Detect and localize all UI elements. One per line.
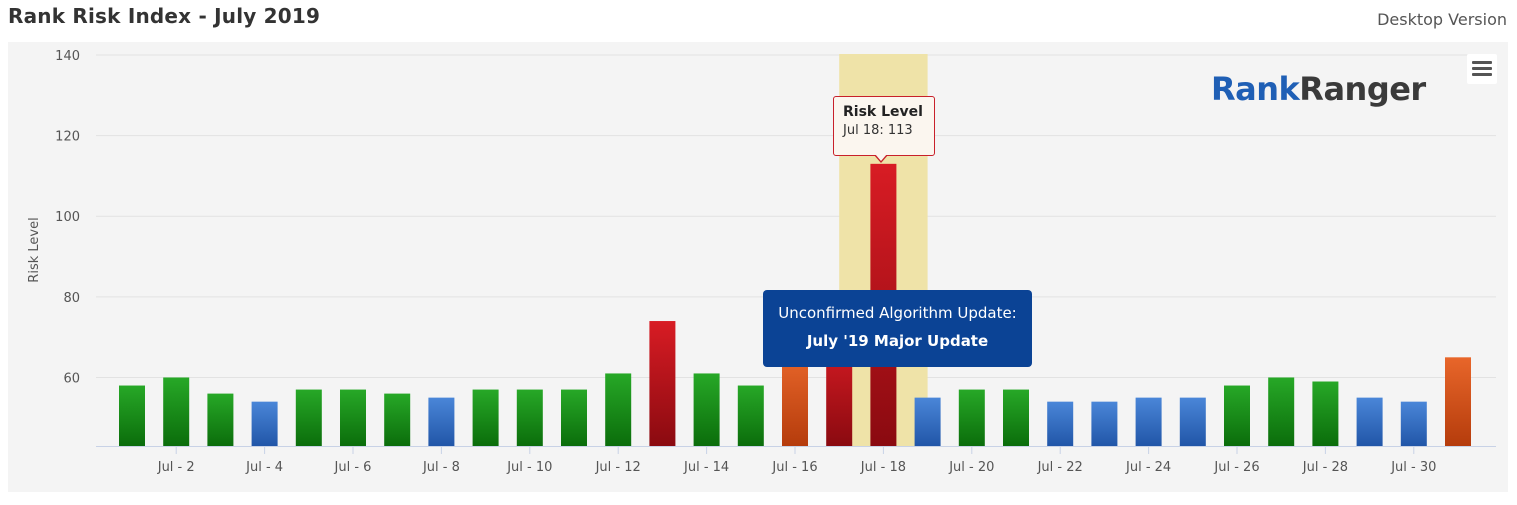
x-tick-label: Jul - 8 <box>422 460 460 475</box>
x-tick-label: Jul - 30 <box>1390 460 1436 475</box>
bar-jul-19[interactable] <box>914 397 941 446</box>
bar-jul-13[interactable] <box>649 321 676 446</box>
bar-jul-3[interactable] <box>207 393 234 446</box>
logo-rank-text: Rank <box>1211 70 1300 108</box>
bar-jul-15[interactable] <box>737 385 764 446</box>
bar-jul-2[interactable] <box>163 377 190 446</box>
bar-jul-7[interactable] <box>384 393 411 446</box>
menu-line <box>1472 73 1492 76</box>
tooltip-arrow-inner <box>875 154 887 161</box>
bar-jul-25[interactable] <box>1179 397 1206 446</box>
logo-ranger-text: Ranger <box>1299 70 1426 108</box>
y-tick-label: 80 <box>63 291 80 306</box>
hamburger-menu-icon[interactable] <box>1467 54 1497 84</box>
bar-jul-24[interactable] <box>1135 397 1162 446</box>
x-tick-label: Jul - 12 <box>595 460 641 475</box>
bar-jul-27[interactable] <box>1268 377 1295 446</box>
tooltip-value: Jul 18: 113 <box>843 123 913 138</box>
x-tick-label: Jul - 14 <box>683 460 729 475</box>
annotation-line1: Unconfirmed Algorithm Update: <box>778 304 1017 322</box>
menu-line <box>1472 67 1492 70</box>
algorithm-update-annotation[interactable]: Unconfirmed Algorithm Update: July '19 M… <box>763 290 1032 367</box>
bar-jul-30[interactable] <box>1400 401 1427 446</box>
y-tick-label: 140 <box>55 49 80 64</box>
annotation-line2: July '19 Major Update <box>806 332 989 350</box>
bar-jul-11[interactable] <box>561 389 587 446</box>
bar-jul-20[interactable] <box>958 389 985 446</box>
y-tick-label: 100 <box>55 210 80 225</box>
x-tick-label: Jul - 16 <box>771 460 817 475</box>
risk-tooltip: Risk Level Jul 18: 113 <box>833 96 935 156</box>
x-tick-label: Jul - 18 <box>860 460 906 475</box>
bar-jul-8[interactable] <box>428 397 455 446</box>
desktop-version-link[interactable]: Desktop Version <box>1377 10 1507 29</box>
bar-jul-26[interactable] <box>1224 385 1250 446</box>
bar-jul-16[interactable] <box>782 353 808 446</box>
x-tick-label: Jul - 10 <box>506 460 552 475</box>
bar-jul-28[interactable] <box>1312 381 1339 446</box>
bar-jul-14[interactable] <box>693 373 720 446</box>
x-tick-label: Jul - 6 <box>334 460 372 475</box>
x-tick-label: Jul - 28 <box>1302 460 1348 475</box>
bar-jul-4[interactable] <box>251 401 278 446</box>
bars <box>119 163 1471 446</box>
rankranger-logo: RankRanger <box>1211 70 1426 108</box>
x-tick-label: Jul - 2 <box>157 460 195 475</box>
x-tick-label: Jul - 22 <box>1037 460 1083 475</box>
x-tick-label: Jul - 4 <box>245 460 283 475</box>
y-tick-label: 60 <box>63 371 80 386</box>
y-axis-label: Risk Level <box>27 217 42 282</box>
axes: Jul - 2 Jul - 4 Jul - 6 Jul - 8 Jul - 10 Jul … <box>96 446 1496 475</box>
x-tick-label: Jul - 26 <box>1213 460 1259 475</box>
bar-jul-29[interactable] <box>1356 397 1383 446</box>
x-tick-label: Jul - 24 <box>1125 460 1171 475</box>
bar-jul-21[interactable] <box>1003 389 1029 446</box>
menu-line <box>1472 61 1492 64</box>
bar-jul-6[interactable] <box>340 389 366 446</box>
tooltip-title: Risk Level <box>843 104 923 120</box>
page-title: Rank Risk Index - July 2019 <box>8 4 321 28</box>
bar-jul-5[interactable] <box>295 389 322 446</box>
bar-jul-10[interactable] <box>516 389 543 446</box>
bar-jul-9[interactable] <box>472 389 499 446</box>
bar-jul-31[interactable] <box>1445 357 1471 446</box>
bar-jul-1[interactable] <box>119 385 145 446</box>
y-tick-label: 120 <box>55 130 80 145</box>
bar-jul-23[interactable] <box>1091 401 1118 446</box>
bar-jul-12[interactable] <box>605 373 632 446</box>
x-tick-label: Jul - 20 <box>948 460 994 475</box>
bar-jul-22[interactable] <box>1047 401 1074 446</box>
